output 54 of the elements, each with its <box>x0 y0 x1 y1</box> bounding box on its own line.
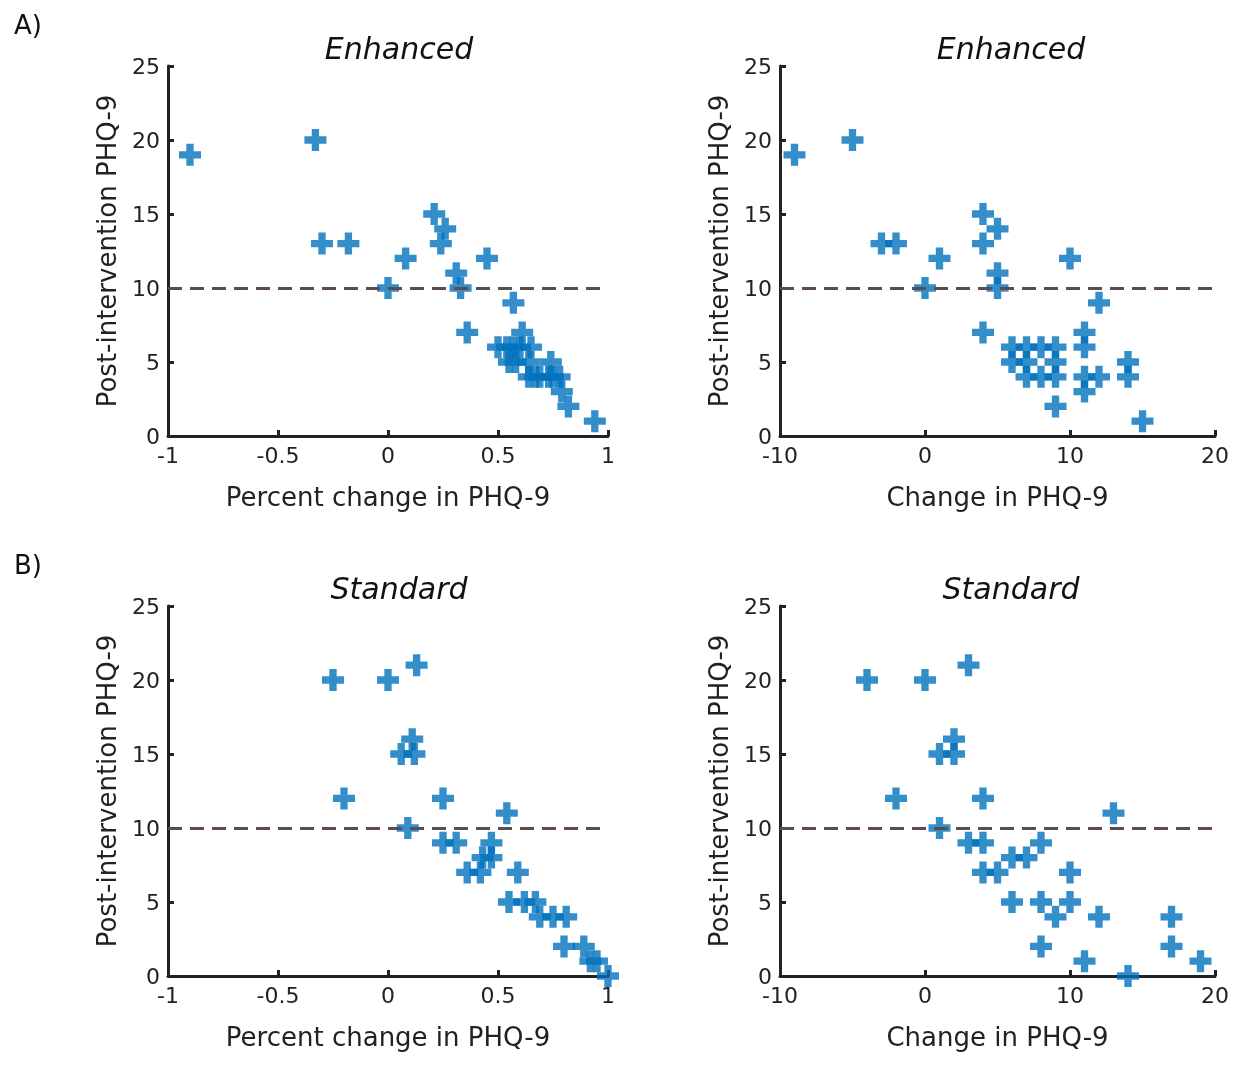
chart-title: Enhanced <box>936 30 1087 66</box>
y-tick-label: 10 <box>744 815 772 841</box>
y-tick-label: 0 <box>758 963 772 989</box>
y-tick-label: 25 <box>744 593 772 619</box>
y-tick-label: 25 <box>132 593 160 619</box>
x-tick-label: 0 <box>381 982 395 1008</box>
y-tick-label: 5 <box>758 349 772 375</box>
x-axis-title: Change in PHQ-9 <box>886 482 1109 512</box>
x-tick-label: 1 <box>601 982 615 1008</box>
x-tick-label: 10 <box>1056 442 1084 468</box>
x-axis-title: Change in PHQ-9 <box>886 1022 1109 1052</box>
y-axis-title: Post-intervention PHQ-9 <box>704 94 734 408</box>
y-tick-label: 25 <box>132 53 160 79</box>
chart-title: Standard <box>330 570 469 606</box>
y-tick-label: 10 <box>744 275 772 301</box>
x-tick-label: -1 <box>157 982 179 1008</box>
x-tick-label: 10 <box>1056 982 1084 1008</box>
x-axis-title: Percent change in PHQ-9 <box>225 482 551 512</box>
y-tick-label: 15 <box>744 201 772 227</box>
x-tick-label: 0 <box>918 982 932 1008</box>
x-tick-label: 20 <box>1201 442 1229 468</box>
text: A) <box>14 10 42 40</box>
y-tick-label: 15 <box>744 741 772 767</box>
x-tick-label: -1 <box>157 442 179 468</box>
y-tick-label: 20 <box>132 127 160 153</box>
y-axis-title: Post-intervention PHQ-9 <box>92 94 122 408</box>
x-tick-label: -0.5 <box>256 982 300 1008</box>
x-tick-label: 0.5 <box>480 982 516 1008</box>
y-tick-label: 5 <box>146 349 160 375</box>
x-tick-label: 0 <box>381 442 395 468</box>
x-tick-label: 20 <box>1201 982 1229 1008</box>
y-tick-label: 5 <box>146 889 160 915</box>
y-tick-label: 0 <box>146 423 160 449</box>
text: B) <box>14 550 42 580</box>
x-tick-label: 1 <box>601 442 615 468</box>
chart-title: Enhanced <box>324 30 475 66</box>
y-tick-label: 20 <box>744 667 772 693</box>
x-axis-title: Percent change in PHQ-9 <box>225 1022 551 1052</box>
y-axis-title: Post-intervention PHQ-9 <box>704 634 734 948</box>
y-tick-label: 0 <box>758 423 772 449</box>
chart-title: Standard <box>942 570 1081 606</box>
y-tick-label: 10 <box>132 275 160 301</box>
y-tick-label: 25 <box>744 53 772 79</box>
x-tick-label: -0.5 <box>256 442 300 468</box>
y-tick-label: 5 <box>758 889 772 915</box>
y-tick-label: 15 <box>132 201 160 227</box>
y-tick-label: 15 <box>132 741 160 767</box>
y-tick-label: 20 <box>744 127 772 153</box>
x-tick-label: 0.5 <box>480 442 516 468</box>
y-axis-title: Post-intervention PHQ-9 <box>92 634 122 948</box>
x-tick-label: 0 <box>918 442 932 468</box>
y-tick-label: 0 <box>146 963 160 989</box>
y-tick-label: 10 <box>132 815 160 841</box>
y-tick-label: 20 <box>132 667 160 693</box>
